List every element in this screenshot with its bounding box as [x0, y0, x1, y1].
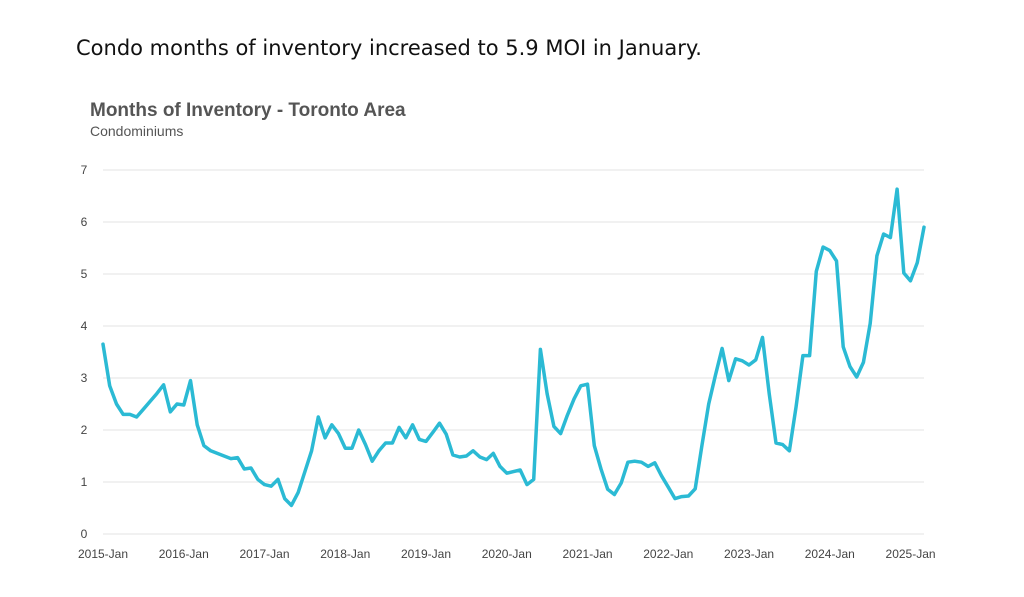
series-layer [101, 187, 926, 508]
x-tick-label: 2016-Jan [159, 547, 209, 561]
x-axis: 2015-Jan 2016-Jan 2017-Jan 2018-Jan 2019-Jan… [78, 547, 936, 561]
chart-title: Months of Inventory - Toronto Area [90, 100, 406, 121]
grid-layer [103, 169, 924, 535]
x-tick-label: 2018-Jan [320, 547, 370, 561]
y-tick-label: 2 [81, 423, 88, 437]
x-tick-label: 2022-Jan [643, 547, 693, 561]
y-tick-label: 7 [81, 163, 88, 177]
headline: Condo months of inventory increased to 5… [76, 36, 702, 60]
x-tick-label: 2023-Jan [724, 547, 774, 561]
x-tick-label: 2019-Jan [401, 547, 451, 561]
x-tick-label: 2021-Jan [563, 547, 613, 561]
x-tick-label: 2017-Jan [239, 547, 289, 561]
y-tick-label: 5 [81, 267, 88, 281]
chart-subtitle: Condominiums [90, 123, 184, 139]
x-tick-label: 2024-Jan [805, 547, 855, 561]
y-tick-label: 4 [81, 319, 88, 333]
y-tick-label: 3 [81, 371, 88, 385]
y-tick-label: 6 [81, 215, 88, 229]
y-tick-label: 0 [81, 527, 88, 541]
y-tick-label: 1 [81, 475, 88, 489]
x-tick-label: 2015-Jan [78, 547, 128, 561]
x-tick-label: 2025-Jan [886, 547, 936, 561]
x-tick-label: 2020-Jan [482, 547, 532, 561]
y-axis: 0 1 2 3 4 5 6 7 [81, 163, 88, 541]
series-line-0 [101, 187, 926, 508]
